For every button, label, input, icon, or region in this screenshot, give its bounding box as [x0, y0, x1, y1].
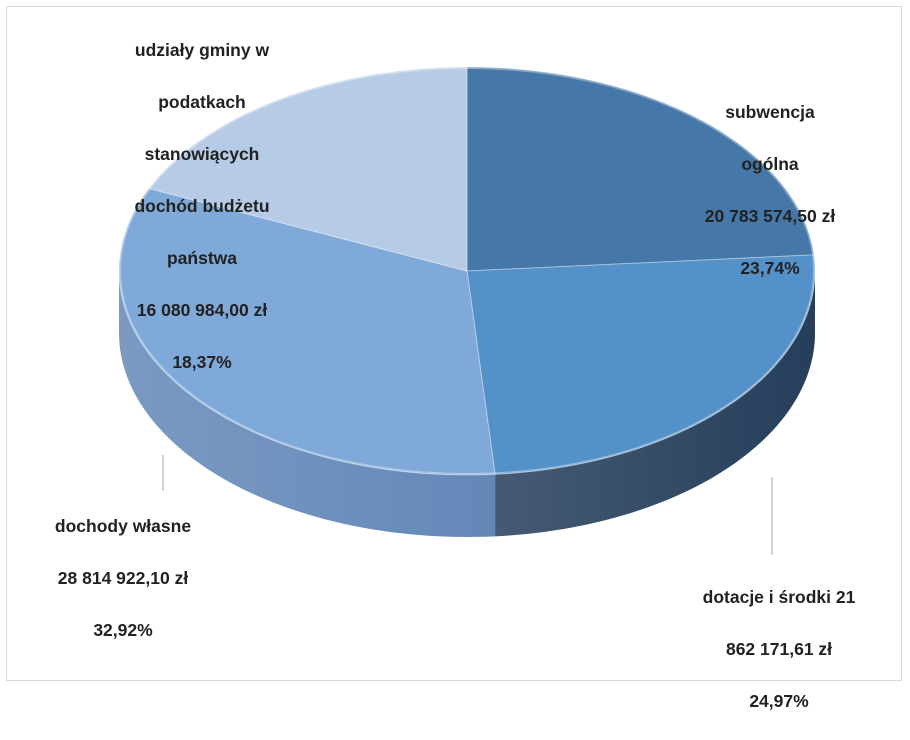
leader-lines — [162, 455, 773, 555]
pie-slice-2 — [118, 187, 496, 476]
chart-area: subwencja ogólna 20 783 574,50 zł 23,74%… — [6, 6, 902, 711]
label-line: 28 814 922,10 zł — [57, 568, 189, 588]
label-line: stanowiących — [144, 144, 260, 164]
label-line: dochody własne — [54, 516, 192, 536]
label-line: dotacje i środki 21 — [702, 587, 856, 607]
data-label-subwencja: subwencja ogólna 20 783 574,50 zł 23,74% — [675, 73, 865, 307]
label-line: subwencja — [725, 102, 815, 122]
label-line: 24,97% — [749, 691, 809, 711]
pie-rim-highlight — [119, 67, 815, 475]
pie-chart — [118, 66, 816, 555]
pie-side-2 — [119, 271, 496, 537]
pie-slice-3 — [147, 66, 468, 272]
label-line: ogólna — [741, 154, 799, 174]
data-label-dochody-wlasne: dochody własne 28 814 922,10 zł 32,92% — [23, 487, 223, 669]
pie-top — [118, 66, 816, 476]
pie-side-walls — [119, 271, 815, 537]
label-line: podatkach — [158, 92, 246, 112]
label-line: państwa — [166, 248, 238, 268]
data-label-dotacje: dotacje i środki 21 862 171,61 zł 24,97% — [670, 558, 888, 740]
label-line: 20 783 574,50 zł — [704, 206, 836, 226]
data-label-udzialy: udziały gminy w podatkach stanowiących d… — [87, 11, 317, 401]
pie-slice-1 — [466, 254, 816, 475]
label-line: 18,37% — [172, 352, 232, 372]
pie-side-1 — [495, 271, 815, 537]
label-line: 23,74% — [740, 258, 800, 278]
label-line: udziały gminy w — [134, 40, 270, 60]
label-line: 16 080 984,00 zł — [136, 300, 268, 320]
pie-slice-0 — [466, 66, 815, 272]
label-line: dochód budżetu — [134, 196, 270, 216]
label-line: 32,92% — [93, 620, 153, 640]
label-line: 862 171,61 zł — [725, 639, 833, 659]
